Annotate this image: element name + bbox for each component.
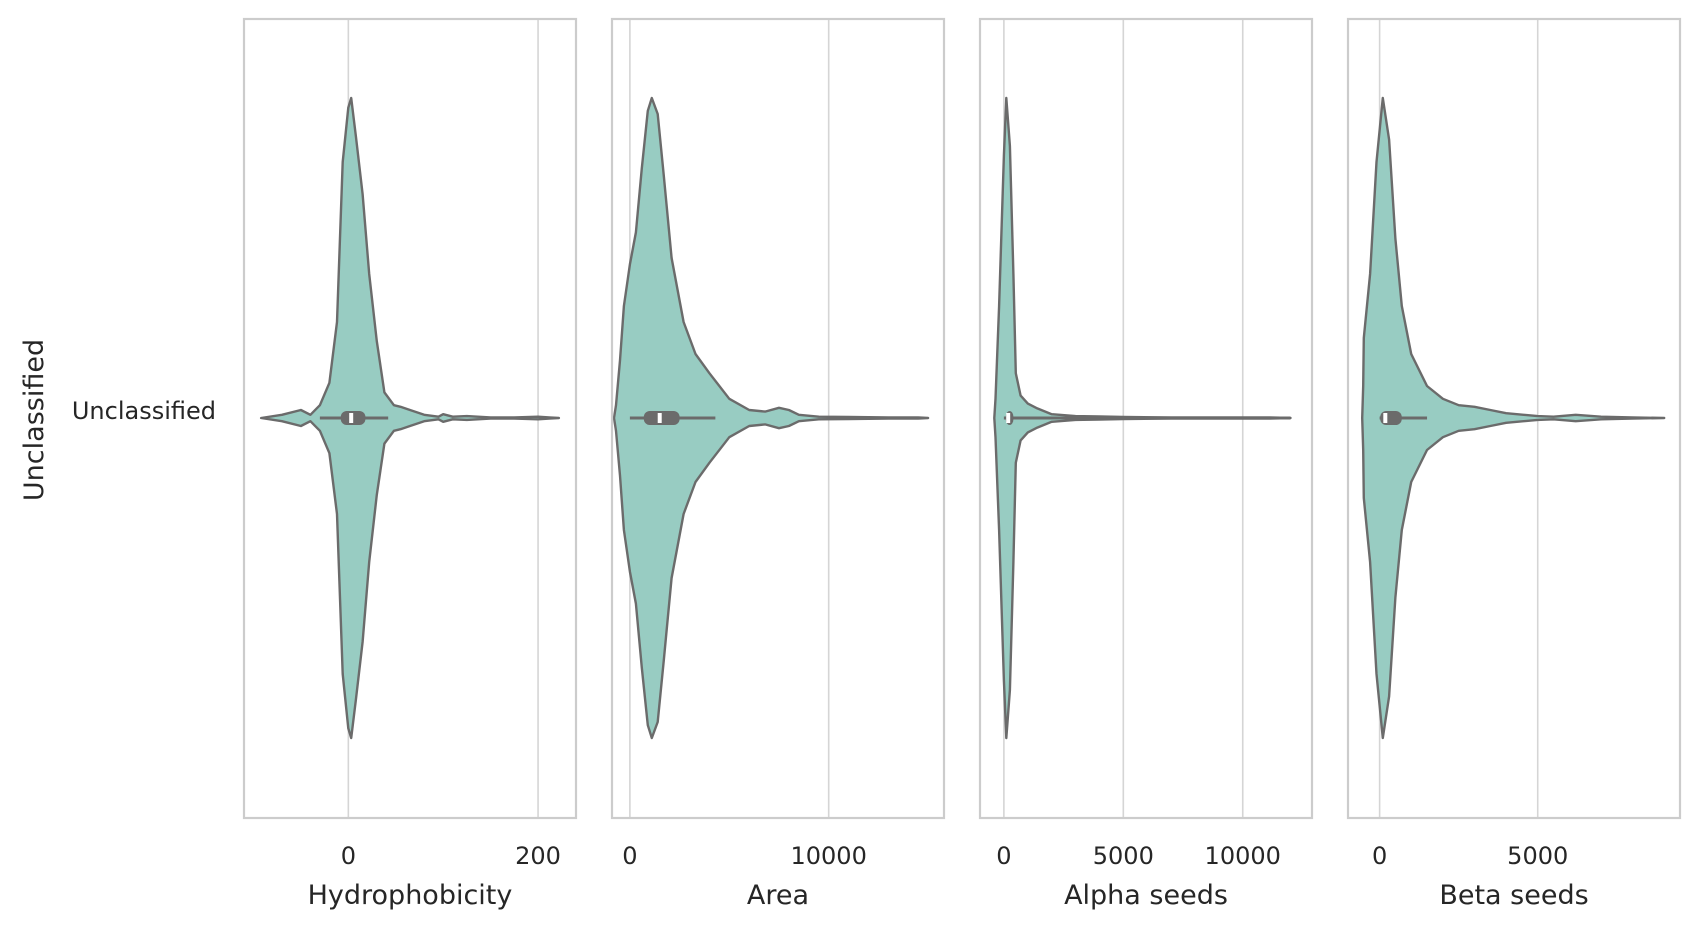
panel-2: 0 10000 Area: [610, 17, 946, 911]
x-tick-label: 10000: [791, 842, 867, 870]
panel-frame: [1346, 17, 1682, 820]
x-axis-label: Area: [747, 880, 809, 911]
violin-median: [1383, 413, 1388, 423]
x-tick-label: 0: [622, 842, 637, 870]
category-tick-label: Unclassified: [72, 397, 216, 425]
violin-body: [1361, 96, 1666, 740]
violin-median: [349, 413, 354, 423]
panel-frame: [610, 17, 946, 820]
x-tick-label: 0: [996, 842, 1011, 870]
panel-frame: [242, 17, 578, 820]
violin-body: [612, 96, 930, 740]
violin-median: [1006, 413, 1011, 423]
violin-median: [657, 413, 662, 423]
x-tick-label: 200: [515, 842, 561, 870]
violin-body: [259, 96, 561, 740]
panel-frame: [978, 17, 1314, 820]
x-axis-label: Beta seeds: [1439, 880, 1588, 911]
x-tick-label: 0: [341, 842, 356, 870]
x-tick-label: 0: [1372, 842, 1387, 870]
x-tick-label: 5000: [1507, 842, 1568, 870]
x-axis-label: Hydrophobicity: [308, 880, 513, 911]
x-axis-label: Alpha seeds: [1064, 880, 1228, 911]
panel-3: 0 5000 10000 Alpha seeds: [978, 17, 1314, 911]
x-tick-label: 5000: [1093, 842, 1154, 870]
x-tick-label: 10000: [1205, 842, 1281, 870]
y-axis-label: Unclassified: [19, 339, 50, 501]
panel-4: 0 5000 Beta seeds: [1346, 17, 1682, 911]
